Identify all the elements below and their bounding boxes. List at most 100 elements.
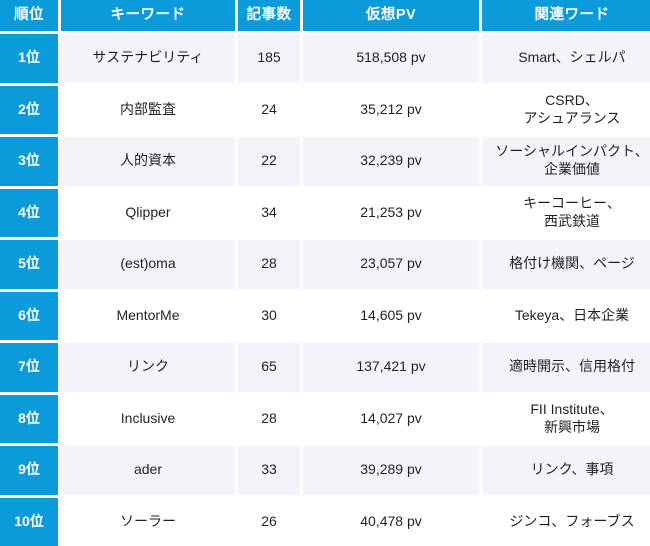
table-body: 1位 サステナビリティ 185 518,508 pv Smart、シェルパ 2位… bbox=[0, 31, 650, 546]
related-value: FII Institute、 新興市場 bbox=[530, 400, 614, 435]
rank-value: 8位 bbox=[18, 409, 40, 426]
keyword-value: 人的資本 bbox=[120, 152, 176, 169]
cell-articles: 26 bbox=[238, 497, 300, 546]
keyword-value: サステナビリティ bbox=[92, 49, 204, 66]
keyword-value: ader bbox=[133, 461, 163, 478]
table-row: 8位 Inclusive 28 14,027 pv FII Institute、… bbox=[0, 391, 650, 443]
rank-value: 6位 bbox=[18, 306, 40, 323]
cell-articles: 22 bbox=[238, 137, 300, 186]
articles-value: 34 bbox=[261, 203, 277, 220]
column-header-articles-label: 記事数 bbox=[246, 7, 292, 24]
keyword-value: Qlipper bbox=[125, 203, 171, 220]
cell-rank: 10位 bbox=[0, 497, 58, 546]
table-row: 2位 内部監査 24 35,212 pv CSRD、 アシュアランス bbox=[0, 82, 650, 134]
column-header-rank: 順位 bbox=[0, 0, 58, 31]
articles-value: 65 bbox=[261, 358, 277, 375]
articles-value: 28 bbox=[261, 255, 277, 272]
keyword-value: 内部監査 bbox=[120, 100, 176, 117]
cell-keyword: (est)oma bbox=[61, 240, 235, 289]
related-value: キーコーヒー、 西武鉄道 bbox=[523, 194, 621, 229]
articles-value: 33 bbox=[261, 461, 277, 478]
articles-value: 26 bbox=[261, 512, 277, 529]
rank-value: 7位 bbox=[18, 358, 40, 375]
cell-rank: 4位 bbox=[0, 188, 58, 237]
pv-value: 14,605 pv bbox=[360, 306, 422, 323]
articles-value: 22 bbox=[261, 152, 277, 169]
table-row: 6位 MentorMe 30 14,605 pv Tekeya、日本企業 bbox=[0, 288, 650, 340]
cell-rank: 8位 bbox=[0, 394, 58, 443]
cell-pv: 14,605 pv bbox=[303, 291, 479, 340]
cell-articles: 24 bbox=[238, 85, 300, 134]
keyword-value: ソーラー bbox=[120, 512, 176, 529]
column-header-articles: 記事数 bbox=[238, 0, 300, 31]
rank-value: 10位 bbox=[14, 512, 44, 529]
rank-value: 5位 bbox=[18, 255, 40, 272]
cell-related: ソーシャルインパクト、 企業価値 bbox=[482, 137, 650, 186]
cell-rank: 3位 bbox=[0, 137, 58, 186]
cell-articles: 30 bbox=[238, 291, 300, 340]
cell-pv: 32,239 pv bbox=[303, 137, 479, 186]
cell-rank: 9位 bbox=[0, 446, 58, 495]
cell-articles: 33 bbox=[238, 446, 300, 495]
cell-keyword: リンク bbox=[61, 343, 235, 392]
table-row: 1位 サステナビリティ 185 518,508 pv Smart、シェルパ bbox=[0, 31, 650, 83]
articles-value: 28 bbox=[261, 409, 277, 426]
related-value: 適時開示、信用格付 bbox=[509, 358, 635, 375]
column-header-pv-label: 仮想PV bbox=[365, 7, 417, 24]
cell-rank: 1位 bbox=[0, 34, 58, 83]
table-header-row: 順位 キーワード 記事数 仮想PV 関連ワード bbox=[0, 0, 650, 31]
column-header-related-label: 関連ワード bbox=[534, 7, 610, 24]
pv-value: 35,212 pv bbox=[360, 100, 422, 117]
keyword-value: MentorMe bbox=[116, 306, 180, 323]
cell-related: リンク、事項 bbox=[482, 446, 650, 495]
cell-pv: 35,212 pv bbox=[303, 85, 479, 134]
column-header-keyword: キーワード bbox=[61, 0, 235, 31]
table-row: 4位 Qlipper 34 21,253 pv キーコーヒー、 西武鉄道 bbox=[0, 185, 650, 237]
rank-value: 2位 bbox=[18, 100, 40, 117]
cell-related: ジンコ、フォーブス bbox=[482, 497, 650, 546]
keyword-value: リンク bbox=[127, 358, 169, 375]
cell-rank: 2位 bbox=[0, 85, 58, 134]
related-value: 格付け機関、ページ bbox=[509, 255, 635, 272]
column-header-keyword-label: キーワード bbox=[110, 7, 186, 24]
cell-articles: 185 bbox=[238, 34, 300, 83]
articles-value: 185 bbox=[257, 49, 281, 66]
pv-value: 40,478 pv bbox=[360, 512, 422, 529]
cell-keyword: Qlipper bbox=[61, 188, 235, 237]
column-header-rank-label: 順位 bbox=[14, 7, 44, 24]
cell-related: CSRD、 アシュアランス bbox=[482, 85, 650, 134]
table-row: 10位 ソーラー 26 40,478 pv ジンコ、フォーブス bbox=[0, 494, 650, 546]
cell-keyword: ソーラー bbox=[61, 497, 235, 546]
column-header-related: 関連ワード bbox=[482, 0, 650, 31]
cell-related: キーコーヒー、 西武鉄道 bbox=[482, 188, 650, 237]
related-value: ジンコ、フォーブス bbox=[509, 512, 635, 529]
rank-value: 3位 bbox=[18, 152, 40, 169]
keyword-value: Inclusive bbox=[120, 409, 176, 426]
cell-articles: 34 bbox=[238, 188, 300, 237]
cell-articles: 65 bbox=[238, 343, 300, 392]
cell-related: Tekeya、日本企業 bbox=[482, 291, 650, 340]
pv-value: 23,057 pv bbox=[360, 255, 422, 272]
cell-keyword: 人的資本 bbox=[61, 137, 235, 186]
related-value: CSRD、 アシュアランス bbox=[523, 91, 621, 126]
cell-articles: 28 bbox=[238, 240, 300, 289]
cell-pv: 518,508 pv bbox=[303, 34, 479, 83]
related-value: ソーシャルインパクト、 企業価値 bbox=[495, 143, 649, 178]
related-value: リンク、事項 bbox=[530, 461, 614, 478]
articles-value: 24 bbox=[261, 100, 277, 117]
cell-pv: 137,421 pv bbox=[303, 343, 479, 392]
table-row: 5位 (est)oma 28 23,057 pv 格付け機関、ページ bbox=[0, 237, 650, 289]
cell-related: 適時開示、信用格付 bbox=[482, 343, 650, 392]
cell-keyword: 内部監査 bbox=[61, 85, 235, 134]
cell-keyword: MentorMe bbox=[61, 291, 235, 340]
articles-value: 30 bbox=[261, 306, 277, 323]
cell-keyword: ader bbox=[61, 446, 235, 495]
cell-pv: 21,253 pv bbox=[303, 188, 479, 237]
cell-pv: 39,289 pv bbox=[303, 446, 479, 495]
cell-keyword: Inclusive bbox=[61, 394, 235, 443]
cell-keyword: サステナビリティ bbox=[61, 34, 235, 83]
cell-pv: 14,027 pv bbox=[303, 394, 479, 443]
keyword-value: (est)oma bbox=[120, 255, 176, 272]
pv-value: 32,239 pv bbox=[360, 152, 422, 169]
related-value: Tekeya、日本企業 bbox=[514, 306, 630, 323]
